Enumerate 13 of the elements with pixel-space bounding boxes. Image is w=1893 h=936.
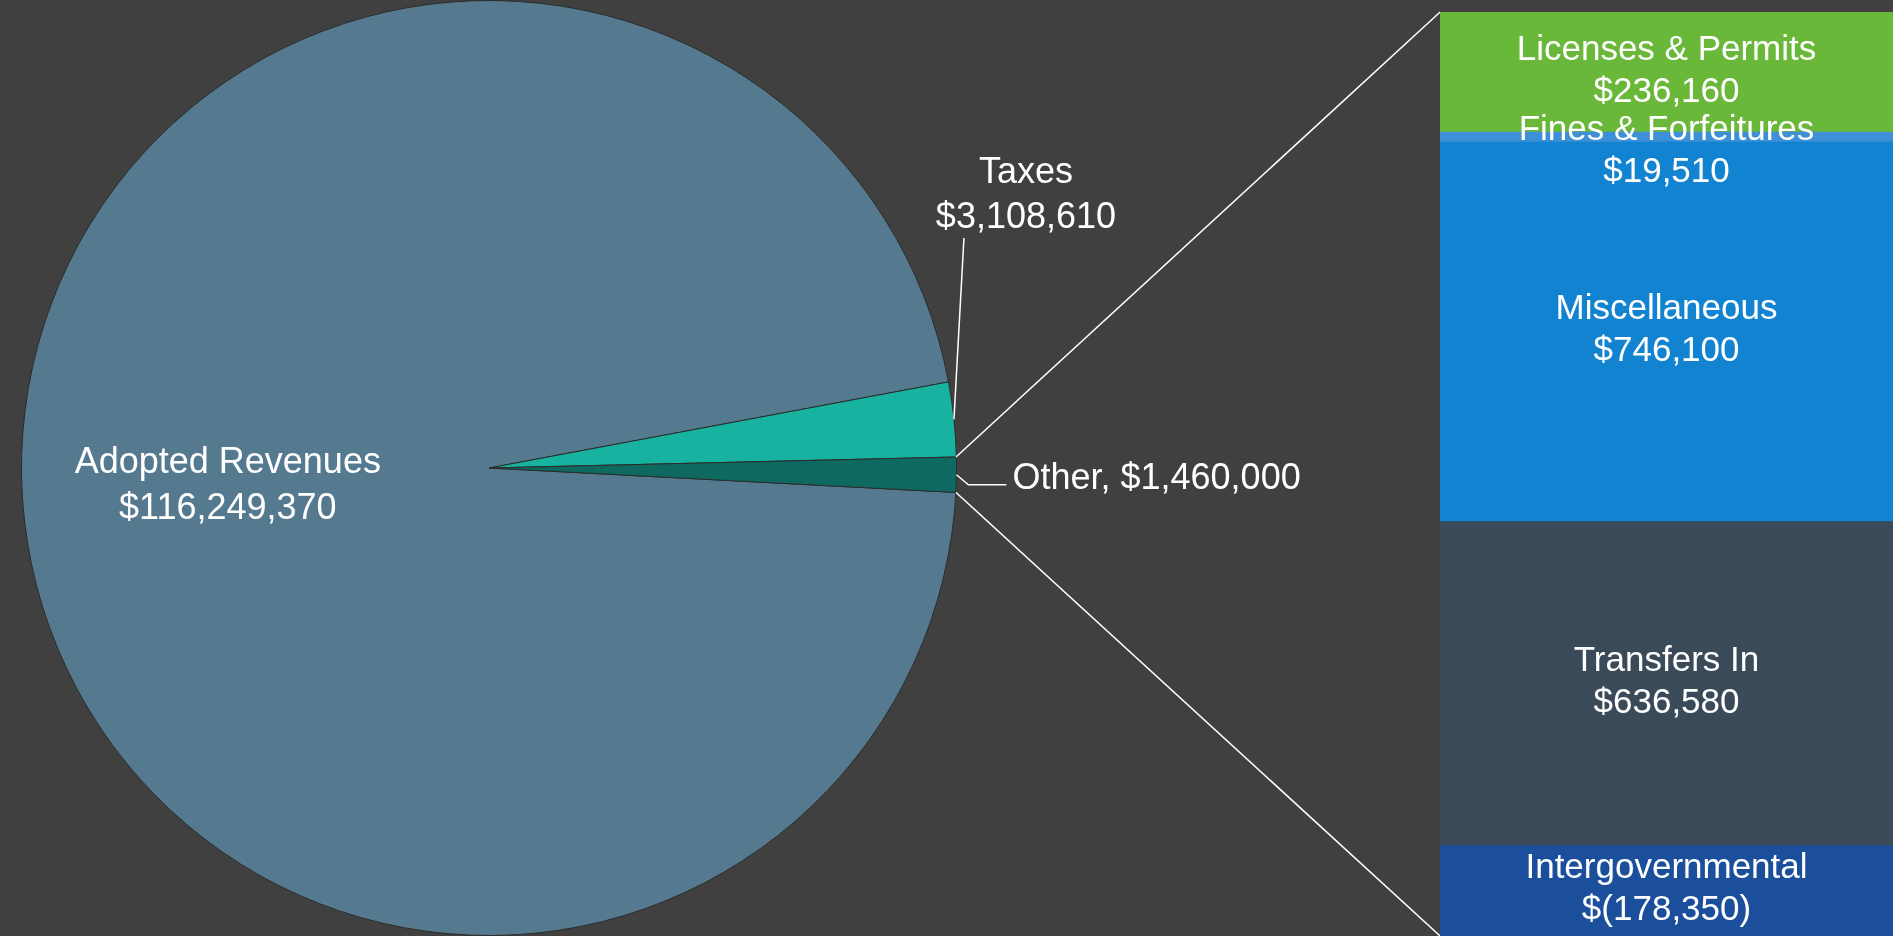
data-label: $116,249,370 <box>119 486 337 528</box>
slice-label: Adopted Revenues <box>74 440 381 482</box>
bar <box>1440 521 1893 846</box>
series-label: Licenses & Permits <box>1516 27 1817 67</box>
series-label: Miscellaneous <box>1555 287 1778 327</box>
data-label: $636,580 <box>1593 681 1740 721</box>
series-label: Transfers In <box>1573 639 1760 679</box>
data-label: $746,100 <box>1593 329 1740 369</box>
data-label: $(178,350) <box>1581 888 1752 928</box>
bar <box>1440 141 1893 522</box>
data-label: $236,160 <box>1593 69 1740 109</box>
data-label: $19,510 <box>1603 149 1730 189</box>
series-label: Intergovernmental <box>1525 846 1808 886</box>
